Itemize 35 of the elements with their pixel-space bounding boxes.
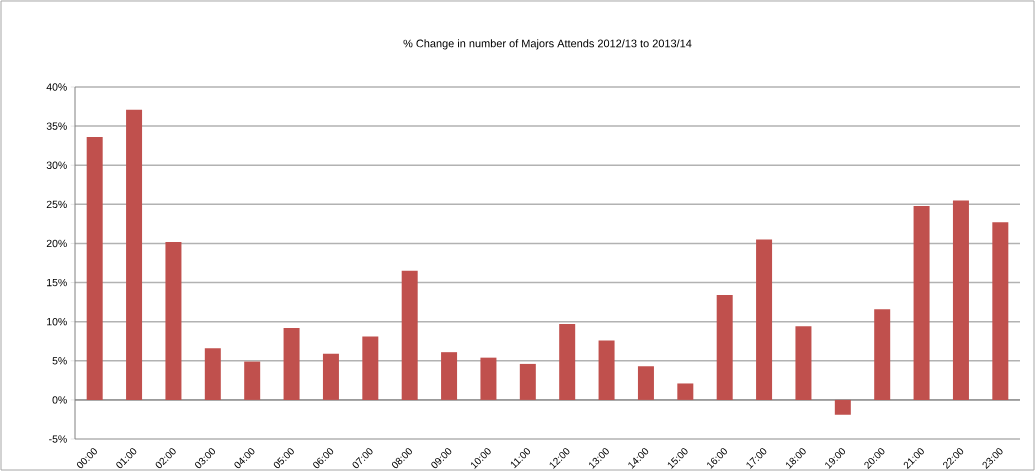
- bar: [598, 340, 615, 400]
- y-tick-label: 5%: [52, 357, 67, 365]
- bar: [244, 361, 261, 400]
- bar: [637, 366, 654, 400]
- bar: [283, 327, 300, 400]
- bar: [441, 352, 458, 400]
- bar: [559, 324, 576, 400]
- y-tick-label: 30%: [46, 161, 67, 169]
- bar: [992, 222, 1009, 400]
- bar: [795, 326, 812, 400]
- bar: [677, 383, 694, 400]
- y-tick-label: 20%: [46, 239, 67, 248]
- chart-title: % Change in number of Majors Attends 2012/13 to 2013/14: [403, 39, 692, 50]
- bar: [165, 241, 182, 400]
- bar: [401, 270, 418, 400]
- y-tick-label: 40%: [46, 83, 67, 91]
- bar: [834, 399, 851, 415]
- bar: [913, 205, 930, 400]
- y-tick-label: 15%: [47, 278, 67, 287]
- y-tick-label: 0%: [52, 396, 67, 404]
- bar: [204, 348, 221, 400]
- y-tick-label: -5%: [49, 435, 67, 443]
- bar: [874, 309, 891, 400]
- bar: [756, 239, 773, 400]
- bar: [952, 200, 969, 400]
- y-tick-label: 35%: [46, 122, 67, 130]
- bar: [86, 137, 103, 400]
- y-tick-label: 10%: [47, 317, 67, 326]
- bar: [716, 295, 733, 400]
- bar: [519, 363, 536, 400]
- bar: [480, 357, 497, 400]
- bar: [362, 336, 379, 400]
- bar: [126, 109, 143, 400]
- y-tick-label: 25%: [46, 200, 67, 209]
- bar: [322, 353, 339, 400]
